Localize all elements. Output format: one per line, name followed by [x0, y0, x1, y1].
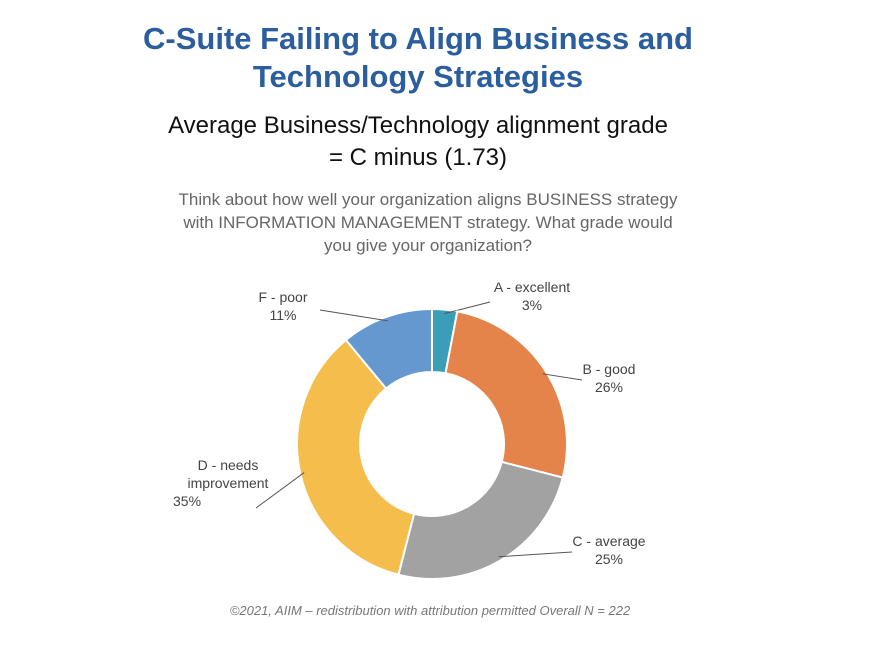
question: Think about how well your organization a… [178, 190, 678, 255]
value-label: 25% [594, 551, 624, 567]
slice-label: B - good 26% [559, 360, 659, 396]
leader-line [498, 551, 573, 558]
donut-slice [444, 310, 568, 479]
category-label: B - good [582, 361, 636, 377]
category-label: A - excellent [493, 279, 571, 295]
slice-label: D - needs improvement 35% [173, 456, 283, 510]
chart-subtitle: Average Business/Technology alignment gr… [168, 112, 668, 171]
leader-line [255, 472, 305, 509]
footnote: ©2021, AIIM – redistribution with attrib… [229, 603, 631, 618]
chart-title: C-Suite Failing to Align Business and Te… [143, 21, 693, 94]
donut-slice [296, 338, 416, 576]
category-label: C - average [572, 533, 646, 549]
value-label: 11% [269, 307, 297, 323]
category-label: F - poor [258, 289, 308, 305]
leader-line [444, 301, 491, 315]
value-label: 3% [521, 297, 543, 313]
slice-label: A - excellent 3% [467, 278, 597, 314]
slice-label: F - poor 11% [233, 288, 333, 324]
leader-line [542, 373, 583, 381]
value-label: 35% [173, 493, 202, 509]
donut-slice [344, 307, 433, 390]
slice-label: C - average 25% [549, 532, 669, 568]
category-label: D - needs improvement [187, 457, 269, 491]
value-label: 26% [594, 379, 624, 395]
donut-slice [397, 460, 564, 580]
leader-line [319, 309, 388, 322]
